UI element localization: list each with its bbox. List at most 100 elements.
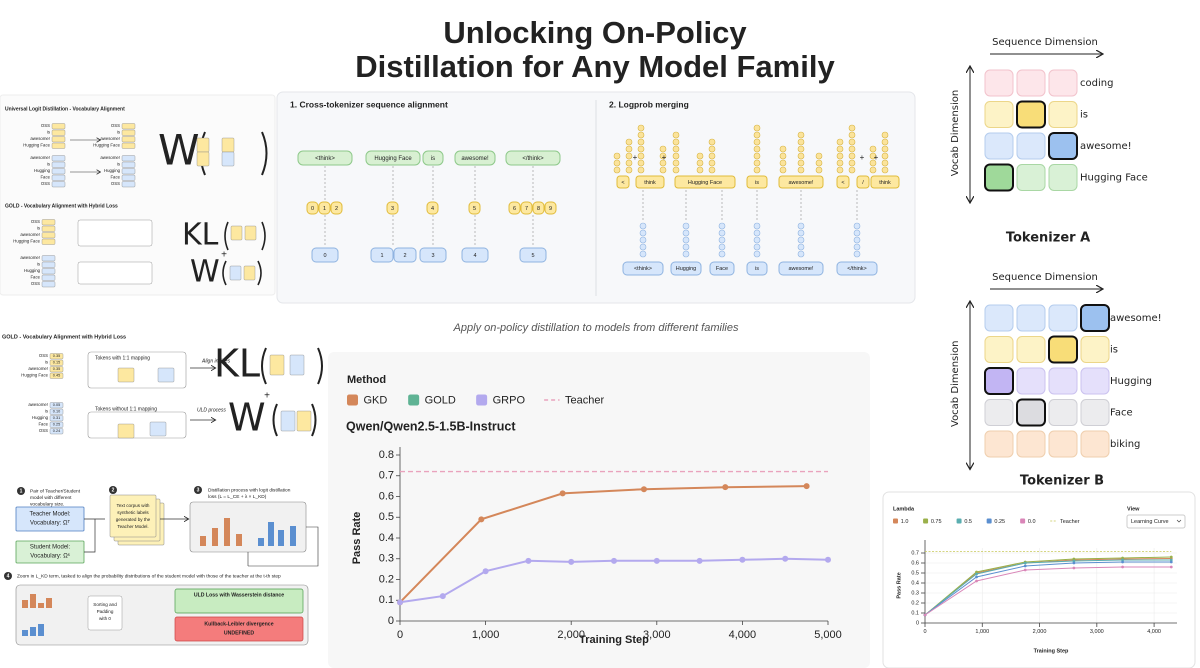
logprob-dot: [639, 229, 647, 237]
index-text: 9: [549, 206, 552, 212]
token-label: Hugging Face: [21, 373, 48, 378]
logprob-dot: [848, 131, 856, 139]
plus: +: [221, 250, 227, 261]
index-text: 0: [311, 206, 314, 212]
teacher-token: [454, 150, 496, 166]
flow-arrow: [84, 519, 188, 553]
logprob-dot: [848, 124, 856, 132]
token-text: <think>: [315, 156, 335, 162]
y-tick-label: 0.6: [911, 560, 919, 566]
document: [109, 494, 157, 538]
x-tick-label: 1,000: [472, 629, 500, 641]
legend-swatch: [923, 518, 929, 524]
logprob-dot: [869, 166, 877, 174]
prob-value: 0.45: [53, 374, 60, 378]
teacher-token: [505, 150, 561, 166]
axis-label: Vocab Dimension: [950, 341, 961, 428]
vocab-cell: [1048, 304, 1078, 332]
kl-box: [174, 616, 304, 642]
vocab-cell: [984, 399, 1014, 426]
logprob-dot: [637, 166, 645, 174]
prob-value: 0.10: [53, 410, 60, 414]
token-label: is: [117, 162, 120, 167]
legend-label: 0.0: [1028, 519, 1036, 525]
token-text: Face: [716, 266, 728, 272]
note: Tokens with 1:1 mapping: [95, 355, 150, 361]
vocab-cell: [1080, 336, 1110, 363]
data-point: [1072, 557, 1076, 561]
logprob-dot: [797, 236, 805, 244]
prob-box: [121, 174, 136, 181]
token-label: awesome!: [100, 136, 120, 141]
vocab-cell: [984, 132, 1014, 160]
logprob-dot: [853, 236, 861, 244]
data-point: [1121, 560, 1124, 564]
diagram-heading: GOLD - Vocabulary Alignment with Hybrid …: [5, 203, 118, 209]
x-tick-label: 3,000: [1090, 629, 1104, 635]
index-text: 2: [335, 206, 338, 212]
logprob-dot: [853, 250, 861, 258]
merged-token: [674, 175, 736, 189]
mini-vector: [229, 265, 242, 281]
logprob-dot: [753, 229, 761, 237]
vocab-cell: [1048, 399, 1078, 426]
title-line: Distillation for Any Model Family: [355, 49, 835, 84]
logprob-dot: [625, 152, 633, 160]
chart-title: Qwen/Qwen2.5-1.5B-Instruct: [346, 419, 516, 433]
prob-box: [121, 181, 136, 188]
mini-vector: [117, 367, 135, 383]
y-tick-label: 0.1: [379, 594, 394, 606]
prob-box: [41, 274, 56, 281]
padding-text: with 0: [99, 616, 111, 621]
token-text: is: [431, 156, 435, 162]
merge-plus: +: [874, 153, 879, 162]
row-label: is: [1110, 345, 1118, 356]
token-label: Hugging: [32, 415, 49, 420]
index-box: [386, 201, 399, 215]
dropdown[interactable]: [1126, 514, 1186, 529]
model-text: Teacher Model:: [29, 512, 70, 518]
vocab-cell: [984, 163, 1014, 192]
prob-box: [121, 142, 136, 149]
logprob-dot: [613, 159, 621, 167]
logprob-dot: [848, 166, 856, 174]
token-text: Hugging: [676, 266, 697, 272]
logprob-dot: [881, 138, 889, 146]
prob-box: [41, 255, 56, 262]
legend-swatch: [956, 518, 962, 524]
legend-label: 0.75: [931, 519, 942, 525]
logprob-dot: [708, 152, 716, 160]
data-point: [1072, 561, 1076, 565]
y-tick-label: 0.5: [911, 570, 919, 576]
step-text: synthetic labels: [117, 510, 149, 515]
diagram-heading: Universal Logit Distillation - Vocabular…: [5, 106, 125, 112]
token-label: OSS: [39, 428, 48, 433]
step-text: Pair of Teacher/Student: [30, 488, 81, 494]
axis-label: Sequence Dimension: [992, 37, 1098, 48]
step-text: generated by the: [116, 517, 151, 522]
token-label: OSS: [31, 281, 40, 286]
index-text: 0: [323, 253, 326, 259]
step-number: 3: [197, 488, 200, 494]
vocab-cell: [984, 69, 1014, 97]
token-text: think: [644, 180, 656, 186]
logprob-dot: [682, 250, 690, 258]
token-label: awesome!: [100, 155, 120, 160]
vocab-cell: [1048, 69, 1078, 97]
logprob-dot: [637, 145, 645, 153]
logprob-dot: [637, 152, 645, 160]
prob-box: [49, 402, 64, 409]
row-label: coding: [1080, 78, 1113, 89]
x-tick-label: 4,000: [1147, 629, 1161, 635]
vocab-cell: [1080, 399, 1110, 426]
kl-text: Kullback-Leibler divergence: [204, 621, 273, 627]
model-text: Vocabulary: Ωᵀ: [30, 520, 71, 527]
legend-swatch: [476, 394, 488, 406]
series-line: [924, 561, 1172, 616]
token-label: Face: [30, 275, 40, 280]
legend-label: GOLD: [425, 394, 456, 406]
index-box: [330, 201, 343, 215]
x-tick-label: 2,000: [1033, 629, 1047, 635]
token-text: awesome!: [788, 180, 814, 186]
